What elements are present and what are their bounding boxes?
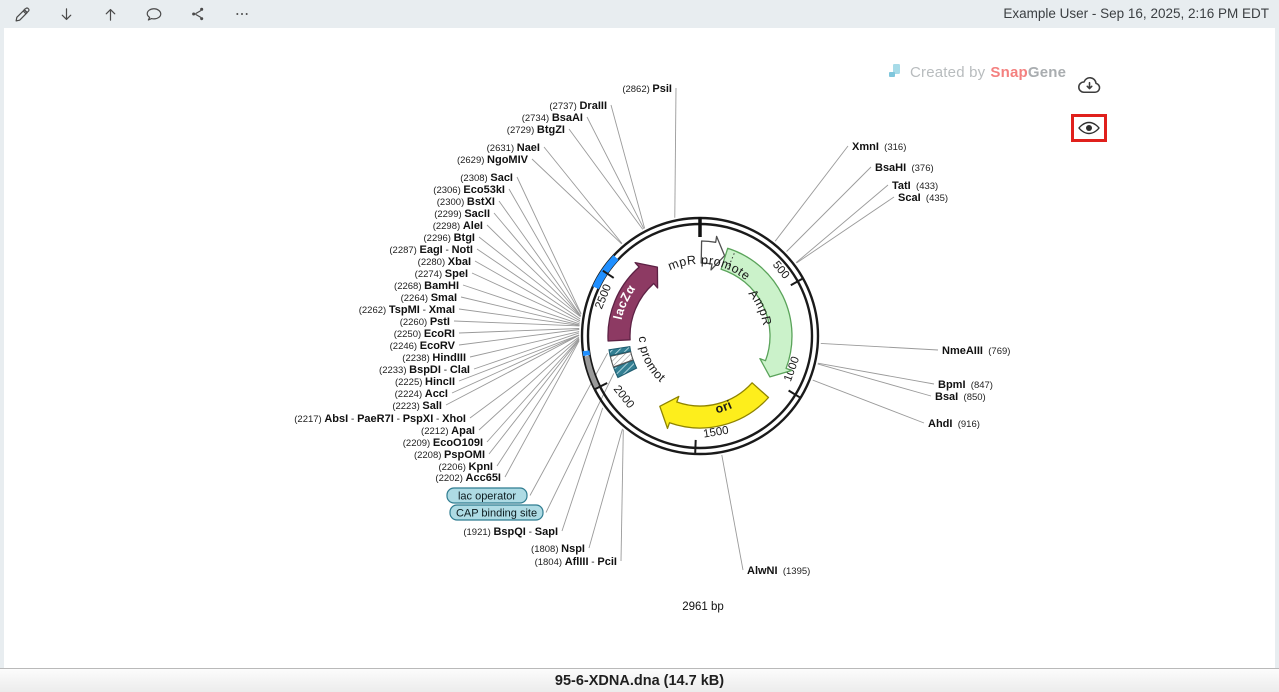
svg-text:(2225) HincII: (2225) HincII — [395, 376, 455, 388]
svg-text:(2274) SpeI: (2274) SpeI — [415, 268, 468, 280]
svg-text:1500: 1500 — [702, 425, 729, 441]
svg-text:TatI (433): TatI (433) — [892, 180, 938, 192]
svg-text:(2246) EcoRV: (2246) EcoRV — [390, 340, 456, 352]
svg-text:lac operator: lac operator — [458, 491, 516, 503]
svg-text:(2208) PspOMI: (2208) PspOMI — [414, 449, 485, 461]
svg-text:XmnI (316): XmnI (316) — [852, 141, 906, 153]
document-canvas: 5001000150020002500AmpR promoterAmpRoril… — [0, 0, 1275, 668]
svg-text:(2308) SacI: (2308) SacI — [460, 172, 513, 184]
svg-text:(2296) BtgI: (2296) BtgI — [424, 232, 476, 244]
svg-text:(1808) NspI: (1808) NspI — [531, 543, 585, 555]
svg-text:(2224) AccI: (2224) AccI — [395, 388, 448, 400]
brand-gene: Gene — [1027, 63, 1067, 81]
svg-text:(1921) BspQI - SapI: (1921) BspQI - SapI — [463, 526, 558, 538]
svg-text:500: 500 — [770, 259, 791, 281]
edit-button[interactable] — [0, 0, 44, 28]
filename: 95-6-XDNA.dna (14.7 kB) — [554, 672, 725, 689]
eye-icon — [1077, 121, 1101, 141]
svg-text:AhdI (916): AhdI (916) — [928, 418, 980, 430]
svg-text:(2217) AbsI - PaeR7I - PspXI -: (2217) AbsI - PaeR7I - PspXI - XhoI — [294, 413, 466, 425]
toolbar: Example User - Sep 16, 2025, 2:16 PM EDT — [0, 0, 1279, 28]
svg-text:(2298) AleI: (2298) AleI — [433, 220, 483, 232]
brand-snap: Snap — [990, 63, 1028, 81]
svg-text:(2299) SacII: (2299) SacII — [434, 208, 490, 220]
svg-text:(2223) SalI: (2223) SalI — [392, 400, 442, 412]
svg-text:(2306) Eco53kI: (2306) Eco53kI — [433, 184, 505, 196]
svg-text:(2209) EcoO109I: (2209) EcoO109I — [403, 437, 483, 449]
svg-text:(2264) SmaI: (2264) SmaI — [401, 292, 457, 304]
arrow-up-icon — [102, 6, 119, 23]
svg-text:(2250) EcoRI: (2250) EcoRI — [394, 328, 455, 340]
svg-text:(2734) BsaAI: (2734) BsaAI — [522, 112, 583, 124]
ellipsis-icon — [234, 6, 250, 22]
svg-text:BsaHI (376): BsaHI (376) — [875, 162, 934, 174]
svg-text:(2629) NgoMIV: (2629) NgoMIV — [457, 154, 529, 166]
svg-text:(2737) DraIII: (2737) DraIII — [549, 100, 607, 112]
highlight-box — [1071, 114, 1107, 142]
user-session-info: Example User - Sep 16, 2025, 2:16 PM EDT — [1003, 6, 1269, 21]
svg-text:CAP binding site: CAP binding site — [456, 508, 537, 520]
svg-text:(2206) KpnI: (2206) KpnI — [438, 461, 493, 473]
svg-text:(2268) BamHI: (2268) BamHI — [394, 280, 459, 292]
arrow-down-icon — [58, 6, 75, 23]
share-button[interactable] — [176, 0, 220, 28]
svg-text:(2233) BspDI - ClaI: (2233) BspDI - ClaI — [379, 364, 470, 376]
download-arrow-button[interactable] — [44, 0, 88, 28]
svg-text:(2287) EagI - NotI: (2287) EagI - NotI — [389, 244, 473, 256]
svg-text:(2212) ApaI: (2212) ApaI — [421, 425, 475, 437]
snapgene-watermark: Created by Snap Gene — [889, 62, 1066, 82]
svg-text:(2260) PstI: (2260) PstI — [400, 316, 450, 328]
svg-text:(2862) PsiI: (2862) PsiI — [622, 83, 672, 95]
svg-text:NmeAIII (769): NmeAIII (769) — [942, 345, 1010, 357]
svg-text:ori: ori — [714, 398, 735, 417]
svg-text:BpmI (847): BpmI (847) — [938, 379, 993, 391]
svg-text:(2631) NaeI: (2631) NaeI — [487, 142, 540, 154]
svg-text:(2202) Acc65I: (2202) Acc65I — [435, 472, 501, 484]
svg-text:(2300) BstXI: (2300) BstXI — [437, 196, 495, 208]
comment-button[interactable] — [132, 0, 176, 28]
share-icon — [190, 6, 206, 22]
watermark-text: Created by — [910, 63, 986, 81]
svg-text:(2238) HindIII: (2238) HindIII — [402, 352, 466, 364]
preview-button[interactable] — [1077, 118, 1101, 138]
svg-text:(2262) TspMI - XmaI: (2262) TspMI - XmaI — [359, 304, 455, 316]
svg-text:(1804) AflIII - PciI: (1804) AflIII - PciI — [535, 556, 617, 568]
svg-text:(2729) BtgZI: (2729) BtgZI — [507, 124, 565, 136]
upload-arrow-button[interactable] — [88, 0, 132, 28]
filename-bar: 95-6-XDNA.dna (14.7 kB) — [0, 668, 1279, 692]
svg-text:AlwNI (1395): AlwNI (1395) — [747, 565, 810, 577]
speech-bubble-icon — [145, 5, 163, 23]
svg-text:2961 bp: 2961 bp — [682, 601, 724, 613]
cloud-download-icon — [1076, 76, 1103, 102]
more-button[interactable] — [220, 0, 264, 28]
svg-text:(2280) XbaI: (2280) XbaI — [418, 256, 471, 268]
snapgene-logo-icon — [889, 64, 902, 80]
download-file-button[interactable] — [1076, 72, 1103, 99]
svg-text:BsaI (850): BsaI (850) — [935, 391, 986, 403]
pencil-icon — [14, 6, 31, 23]
svg-text:ScaI (435): ScaI (435) — [898, 192, 948, 204]
